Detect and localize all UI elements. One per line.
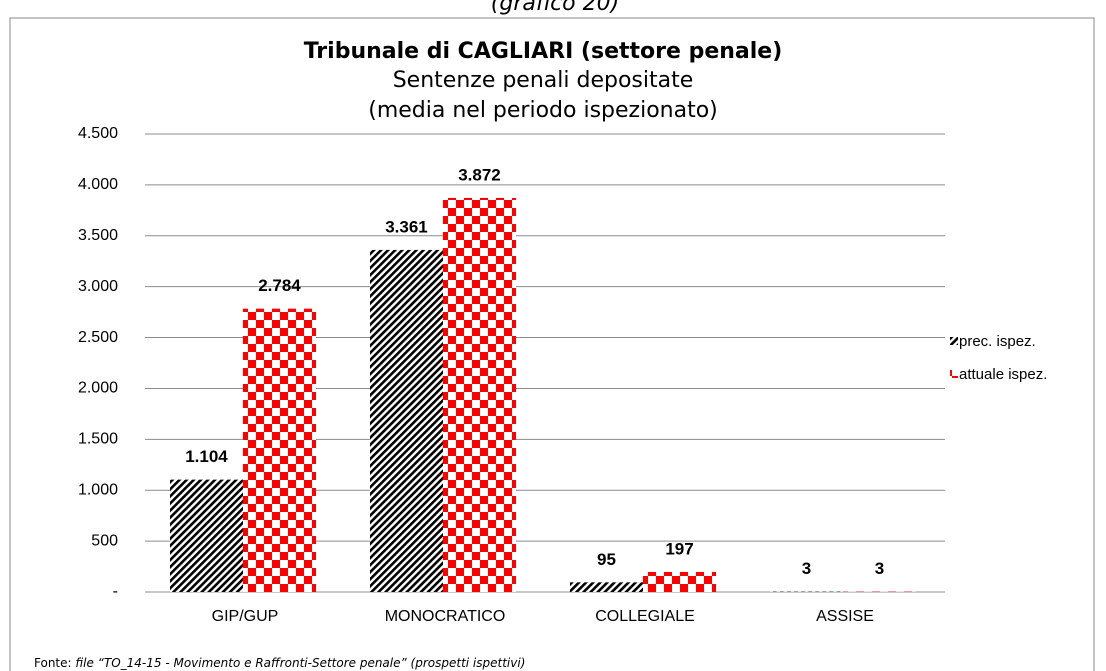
value-label: 3 <box>875 559 884 578</box>
source-prefix: Fonte: <box>34 656 75 670</box>
chart-subtitle: (media nel periodo ispezionato) <box>368 98 718 123</box>
y-tick-label: 3.500 <box>78 227 118 244</box>
y-tick-label: 4.000 <box>78 176 118 193</box>
y-tick-label: 500 <box>91 532 118 549</box>
x-tick-label: COLLEGIALE <box>595 608 695 625</box>
y-tick-label: 1.500 <box>78 431 118 448</box>
bar <box>570 582 643 592</box>
value-label: 3.361 <box>385 217 428 236</box>
source: Fonte: file “TO_14-15 - Movimento e Raff… <box>34 656 525 670</box>
source-text: file “TO_14-15 - Movimento e Raffronti-S… <box>75 656 525 670</box>
legend-swatch <box>950 370 958 378</box>
bar <box>643 571 716 592</box>
y-tick-label: 1.000 <box>78 481 118 498</box>
y-tick-label: 4.500 <box>78 125 118 142</box>
legend-label: attuale ispez. <box>959 366 1047 383</box>
x-tick-label: MONOCRATICO <box>385 608 506 625</box>
value-label: 197 <box>665 539 693 558</box>
bar <box>370 249 443 592</box>
bar <box>243 308 316 592</box>
x-tick-label: GIP/GUP <box>212 608 279 625</box>
y-tick-label: 3.000 <box>78 278 118 295</box>
y-tick-label: 2.000 <box>78 380 118 397</box>
legend-swatch <box>950 337 958 345</box>
bar <box>170 479 243 592</box>
x-tick-label: ASSISE <box>816 608 874 625</box>
value-label: 95 <box>597 550 616 569</box>
value-label: 3.872 <box>458 165 501 184</box>
y-tick-label: - <box>113 583 118 600</box>
value-label: 2.784 <box>258 276 301 295</box>
chart-title: Tribunale di CAGLIARI (settore penale) <box>304 39 783 64</box>
caption: (grafico 20) <box>491 0 619 16</box>
legend-label: prec. ispez. <box>959 333 1036 350</box>
bar <box>443 197 516 592</box>
value-label: 3 <box>802 559 811 578</box>
value-label: 1.104 <box>185 447 228 466</box>
y-tick-label: 2.500 <box>78 329 118 346</box>
chart-subtitle: Sentenze penali depositate <box>393 68 694 93</box>
